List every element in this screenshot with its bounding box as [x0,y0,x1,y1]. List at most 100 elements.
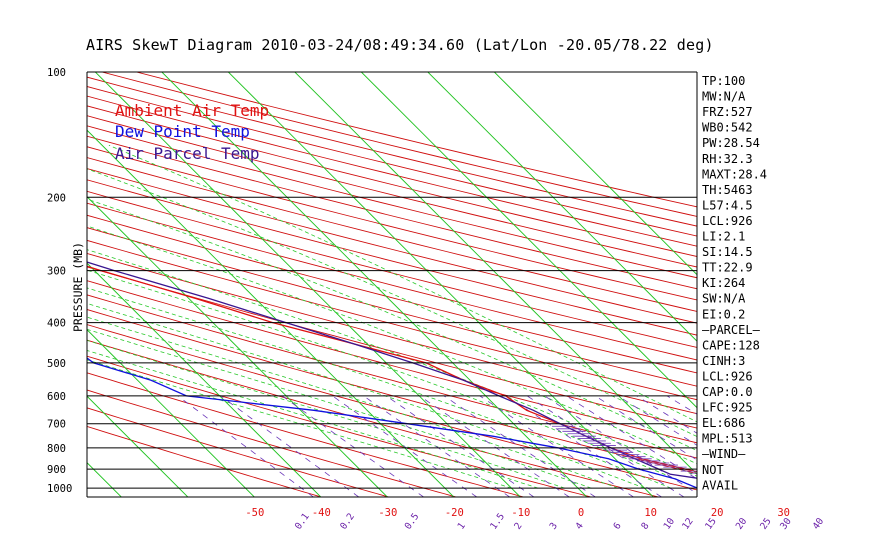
isotherm-line [87,262,322,497]
mixing-ratio-tick-label: 6 [611,520,623,531]
isotherm-line [87,395,189,497]
dry-adiabat-line [87,389,457,497]
pressure-tick-label: 400 [47,318,66,330]
moist-adiabat-line [87,225,697,465]
dry-adiabat-line [87,355,592,497]
index-label: L57:4.5 [702,198,753,212]
dry-adiabat-line [87,227,697,387]
pressure-tick-label: 500 [47,358,66,370]
dry-adiabat-line [87,146,697,301]
mixing-ratio-line [177,395,314,497]
moist-adiabat-line [87,168,697,437]
index-label: SI:14.5 [702,245,753,259]
mixing-ratio-line [419,395,570,497]
dry-adiabat-line [87,168,697,324]
pressure-tick-label: 600 [47,391,66,403]
mixing-ratio-tick-label: 0.5 [403,511,422,531]
dry-adiabat-line [87,115,697,268]
bottom-temp-tick-label: -40 [312,507,331,519]
bottom-temp-tick-label: 0 [578,507,584,519]
mixing-ratio-line [479,395,634,497]
moist-adiabat-line [87,302,645,489]
legend-item: Dew Point Temp [115,122,250,141]
index-label: RH:32.3 [702,152,753,166]
dry-adiabat-line [87,324,697,491]
moist-adiabat-line [87,249,697,477]
moist-adiabat-line [87,328,592,489]
dry-adiabat-line [87,425,322,497]
mixing-ratio-line [443,395,596,497]
moist-adiabat-line [87,198,697,451]
plot-area [87,72,697,497]
mixing-ratio-tick-label: 20 [734,516,750,532]
series-line [87,261,697,479]
index-label: SW:N/A [702,292,746,306]
index-label: —PARCEL— [702,323,761,337]
isotherm-line [87,196,388,497]
mixing-ratio-line [544,395,697,494]
mixing-ratio-tick-label: 12 [680,516,696,532]
isotherm-line [294,72,697,475]
isotherm-line [361,72,697,409]
moist-adiabat-line [87,269,697,489]
index-label: NOT [702,463,724,477]
isotherm-line [87,462,122,497]
mixing-ratio-tick-label: 15 [703,516,719,532]
dry-adiabat-line [87,407,389,497]
index-label: TH:5463 [702,183,753,197]
pressure-tick-label: 700 [47,419,66,431]
dry-adiabat-line [87,252,697,415]
isotherm-line [427,72,697,342]
mixing-ratio-tick-label: 8 [639,520,651,531]
index-label: EI:0.2 [702,307,745,321]
mixing-ratio-line [332,395,478,497]
mixing-ratio-tick-label: 2 [512,521,524,532]
pressure-tick-label: 1000 [47,483,72,495]
index-label: MW:N/A [702,90,746,104]
y-axis-label: PRESSURE (MB) [71,242,85,332]
series-line [87,357,697,489]
mixing-ratio-tick-label: 1.5 [488,511,507,531]
index-label: EL:686 [702,416,745,430]
dry-adiabat-line [87,179,697,336]
index-label: KI:264 [702,276,745,290]
bottom-temp-tick-label: 10 [644,507,657,519]
index-label: CAP:0.0 [702,385,753,399]
index-label: FRZ:527 [702,105,753,119]
pressure-tick-label: 300 [47,266,66,278]
chart-title: AIRS SkewT Diagram 2010-03-24/08:49:34.6… [86,36,714,54]
bottom-temp-tick-label: 30 [777,507,790,519]
mixing-ratio-line [617,395,697,446]
mixing-ratio-tick-label: 0.1 [293,511,312,532]
dry-adiabat-line [87,125,697,279]
dry-adiabat-line [87,239,697,401]
dry-adiabat-line [87,95,697,247]
mixing-ratio-line [505,395,662,497]
dry-adiabat-line [87,372,524,497]
moist-adiabat-line [108,144,697,423]
mixing-ratio-tick-label: 0.2 [338,511,357,531]
bottom-temp-tick-label: -50 [245,507,264,519]
mixing-ratio-line [566,395,697,480]
index-label: LI:2.1 [702,230,745,244]
index-label: MAXT:28.4 [702,167,767,181]
index-label: CINH:3 [702,354,745,368]
mixing-ratio-line [220,395,360,497]
mixing-ratio-tick-label: 1 [456,520,468,531]
pressure-tick-label: 200 [47,192,66,204]
index-label: LCL:926 [702,214,753,228]
isotherm-line [87,129,455,497]
dry-adiabat-line [87,157,697,312]
index-label: PW:28.54 [702,136,760,150]
mixing-ratio-line [526,395,685,497]
index-label: LCL:926 [702,369,753,383]
pressure-tick-label: 800 [47,443,66,455]
index-label: —WIND— [702,447,746,461]
mixing-ratio-tick-label: 4 [574,520,586,531]
moist-adiabat-line [87,359,512,489]
moist-adiabat-line [87,287,672,489]
bottom-temp-tick-label: 20 [711,507,724,519]
dry-adiabat-line [87,190,697,348]
dry-adiabat-line [87,202,697,361]
